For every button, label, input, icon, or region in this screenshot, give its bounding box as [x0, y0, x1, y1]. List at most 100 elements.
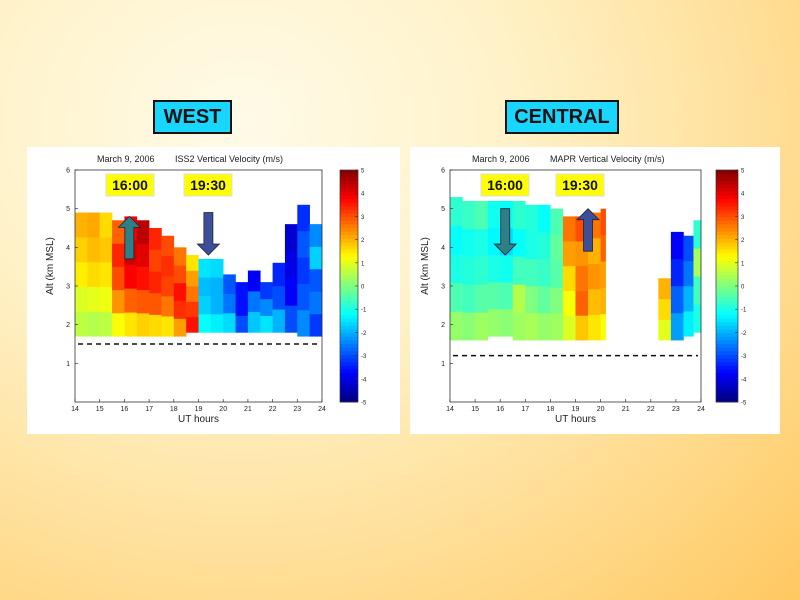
- colorbar-segment: [340, 228, 358, 233]
- heatmap-cell: [670, 231, 684, 260]
- colorbar-tick-label: -4: [741, 377, 747, 383]
- colorbar-segment: [340, 170, 358, 175]
- y-tick-label: 4: [66, 245, 70, 252]
- heatmap-cell: [235, 315, 249, 333]
- heatmap-cell: [124, 288, 138, 313]
- heatmap-cell: [487, 282, 501, 310]
- colorbar-segment: [340, 180, 358, 185]
- heatmap-cell: [124, 264, 138, 289]
- colorbar-segment: [716, 275, 738, 280]
- x-tick-label: 21: [622, 406, 630, 413]
- heatmap-cell: [658, 319, 672, 341]
- colorbar-segment: [716, 173, 738, 178]
- colorbar-segment: [716, 322, 738, 327]
- colorbar-segment: [716, 318, 738, 323]
- colorbar-segment: [716, 249, 738, 254]
- colorbar-segment: [340, 391, 358, 396]
- colorbar-segment: [340, 217, 358, 222]
- heatmap-cell: [87, 212, 100, 238]
- heatmap-cell: [173, 282, 187, 301]
- heatmap-cell: [112, 289, 125, 314]
- heatmap-cell: [487, 200, 501, 229]
- colorbar-segment: [716, 380, 738, 385]
- colorbar-segment: [716, 257, 738, 262]
- colorbar-segment: [340, 249, 358, 254]
- colorbar-segment: [340, 373, 358, 378]
- heatmap-cell: [198, 258, 212, 278]
- colorbar-segment: [716, 315, 738, 320]
- heatmap-cell: [512, 312, 526, 341]
- x-tick-label: 19: [572, 406, 580, 413]
- y-tick-label: 3: [66, 284, 70, 291]
- heatmap-cell: [550, 261, 564, 288]
- heatmap-cell: [500, 309, 514, 337]
- heatmap-cell: [658, 278, 672, 300]
- colorbar-segment: [716, 286, 738, 291]
- colorbar-segment: [716, 362, 738, 367]
- colorbar-segment: [340, 267, 358, 272]
- colorbar-segment: [340, 387, 358, 392]
- colorbar-segment: [340, 184, 358, 189]
- colorbar-segment: [716, 206, 738, 211]
- central-site-label: CENTRAL: [505, 100, 619, 134]
- y-axis-label: Alt (km MSL): [420, 237, 431, 295]
- heatmap-cell: [186, 255, 199, 271]
- heatmap-cell: [99, 286, 113, 312]
- colorbar-segment: [340, 354, 358, 359]
- heatmap-cell: [149, 249, 162, 272]
- west-heatmap-svg: March 9, 2006 ISS2 Vertical Velocity (m/s…: [45, 154, 367, 425]
- heatmap-cell: [487, 309, 501, 337]
- colorbar-segment: [716, 231, 738, 236]
- heatmap-cell: [562, 241, 576, 267]
- heatmap-cell: [186, 270, 199, 287]
- heatmap-cell: [462, 228, 476, 257]
- heatmap-cell: [550, 313, 564, 341]
- colorbar-segment: [340, 300, 358, 305]
- heatmap-cell: [562, 216, 576, 242]
- x-tick-label: 16: [496, 406, 504, 413]
- heatmap-cell: [112, 313, 125, 337]
- x-tick-label: 20: [219, 406, 227, 413]
- heatmap-cell: [161, 275, 175, 297]
- colorbar-segment: [716, 307, 738, 312]
- colorbar-segment: [716, 300, 738, 305]
- heatmap-cell: [99, 262, 113, 288]
- colorbar-segment: [716, 170, 738, 175]
- colorbar-segment: [340, 173, 358, 178]
- colorbar-segment: [716, 391, 738, 396]
- heatmap-cell: [309, 268, 323, 292]
- colorbar-tick-label: 0: [741, 285, 745, 291]
- heatmap-cell: [136, 266, 150, 291]
- heatmap-cell: [309, 246, 323, 270]
- colorbar-segment: [716, 329, 738, 334]
- heatmap-cell: [562, 315, 576, 341]
- colorbar-tick-label: 4: [741, 192, 745, 198]
- heatmap-cell: [588, 263, 601, 290]
- heatmap-cell: [87, 237, 100, 263]
- time-annotation-label: 19:30: [190, 177, 226, 193]
- arrow-down-icon: [196, 212, 221, 256]
- heatmap-cell: [235, 282, 249, 300]
- colorbar-tick-label: -2: [361, 331, 367, 337]
- heatmap-cell: [450, 311, 463, 341]
- colorbar-segment: [716, 347, 738, 352]
- heatmap-cell: [112, 243, 125, 267]
- heatmap-cell: [272, 286, 286, 310]
- colorbar-segment: [340, 286, 358, 291]
- colorbar-segment: [340, 199, 358, 204]
- arrow-down-icon: [493, 208, 518, 256]
- y-tick-label: 4: [441, 245, 445, 252]
- heatmap-cell: [462, 284, 476, 313]
- colorbar-tick-label: 1: [361, 261, 365, 267]
- colorbar-segment: [340, 344, 358, 349]
- heatmap-cell: [600, 261, 606, 288]
- heatmap-cell: [683, 311, 694, 337]
- chart-date-label: March 9, 2006: [472, 154, 530, 164]
- x-axis-label: UT hours: [178, 414, 219, 425]
- heatmap-cell: [670, 286, 684, 314]
- heatmap-cell: [693, 248, 702, 277]
- heatmap-cell: [173, 247, 187, 266]
- colorbar-segment: [340, 177, 358, 182]
- heatmap-cell: [600, 234, 606, 262]
- colorbar-segment: [716, 354, 738, 359]
